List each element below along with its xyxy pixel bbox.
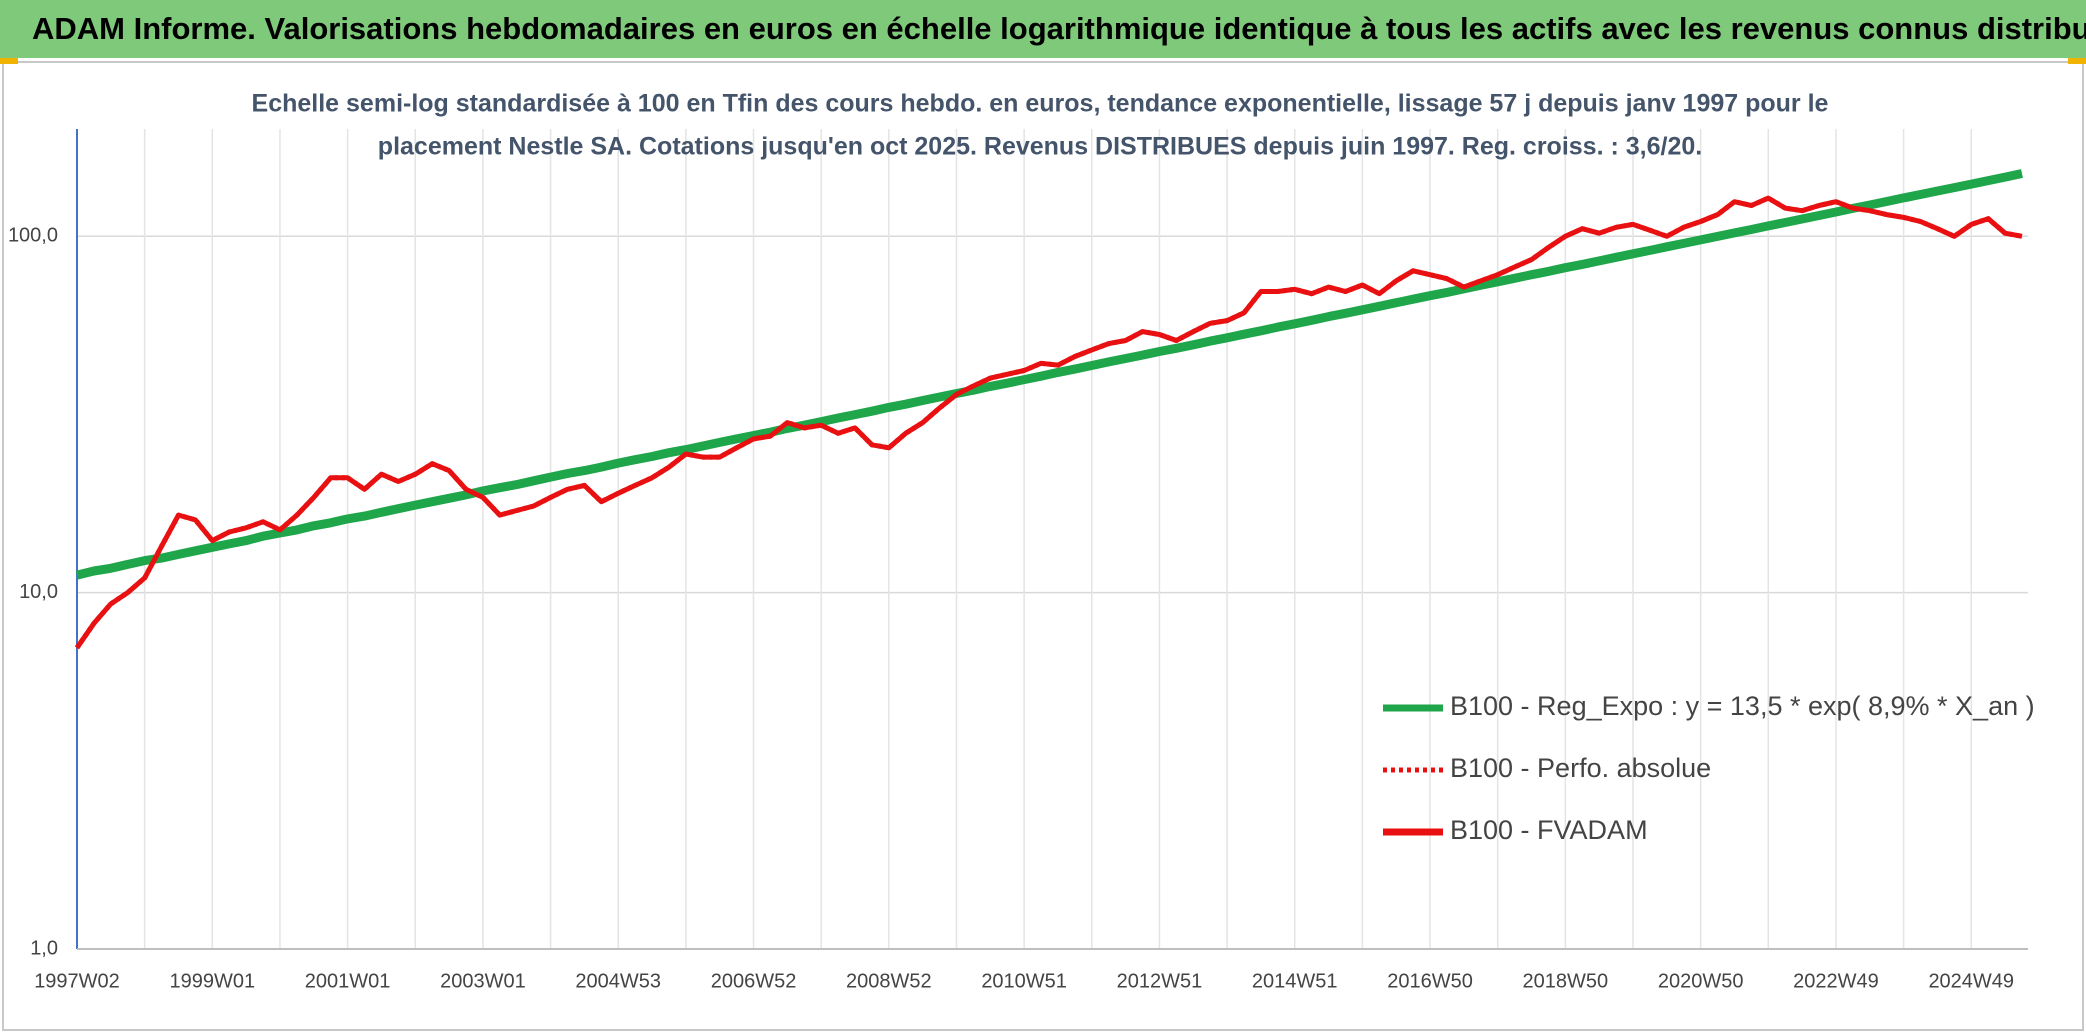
corner-mark: [0, 58, 18, 64]
y-tick-label: 10,0: [19, 581, 58, 603]
x-tick-label: 2008W52: [846, 970, 932, 992]
x-tick-label: 2004W53: [575, 970, 661, 992]
x-tick-label: 2020W50: [1658, 970, 1744, 992]
chart: Echelle semi-log standardisée à 100 en T…: [0, 58, 2086, 1031]
grid: [77, 129, 2028, 950]
page-header: ADAM Informe. Valorisations hebdomadaire…: [0, 0, 2086, 58]
x-tick-label: 2022W49: [1793, 970, 1879, 992]
x-tick-label: 2010W51: [981, 970, 1067, 992]
x-tick-label: 2006W52: [711, 970, 797, 992]
series-line: [74, 195, 2023, 650]
x-tick-label: 2003W01: [440, 970, 526, 992]
x-tick-label: 2014W51: [1252, 970, 1338, 992]
chart-frame: [2, 61, 2084, 1031]
chart-title: Echelle semi-log standardisée à 100 en T…: [252, 90, 1829, 118]
y-tick-label: 1,0: [30, 937, 58, 959]
x-tick-label: 2018W50: [1523, 970, 1609, 992]
corner-mark: [2068, 58, 2086, 64]
x-tick-label: 1997W02: [34, 970, 120, 992]
series-line: [75, 169, 2023, 580]
plot: Echelle semi-log standardisée à 100 en T…: [8, 90, 2035, 993]
x-tick-label: 2001W01: [305, 970, 391, 992]
legend-label: B100 - Perfo. absolue: [1450, 753, 1711, 783]
chart-title: placement Nestle SA. Cotations jusqu'en …: [378, 133, 1702, 161]
y-tick-label: 100,0: [8, 225, 58, 247]
x-tick-label: 1999W01: [169, 970, 255, 992]
x-tick-label: 2024W49: [1928, 970, 2014, 992]
x-tick-label: 2016W50: [1387, 970, 1473, 992]
legend-label: B100 - Reg_Expo : y = 13,5 * exp( 8,9% *…: [1450, 691, 2035, 721]
legend-label: B100 - FVADAM: [1450, 815, 1648, 845]
x-tick-label: 2012W51: [1117, 970, 1203, 992]
